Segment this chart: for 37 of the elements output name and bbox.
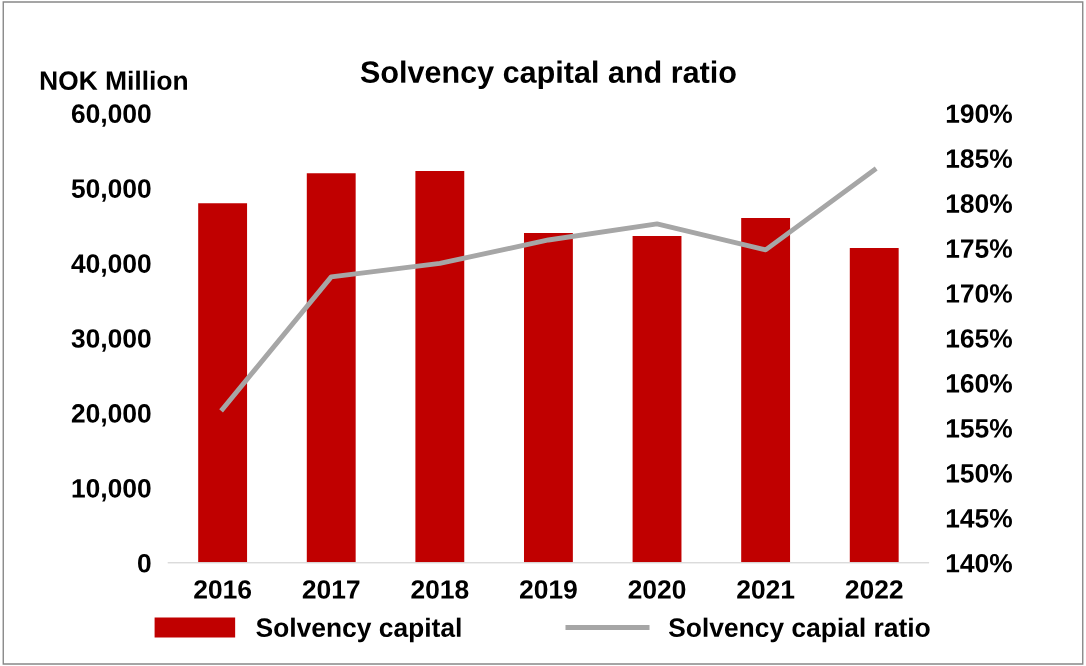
y2-tick-label: 140% (946, 553, 1012, 573)
y-tick-label: 10,000 (72, 478, 151, 502)
x-tick-label: 2016 (194, 580, 252, 599)
y2-tick-label: 190% (946, 104, 1012, 124)
y-tick-label: 30,000 (71, 329, 151, 352)
y-tick-label: 20,000 (71, 404, 151, 427)
bar (632, 236, 682, 563)
y2-tick-label: 165% (946, 329, 1012, 348)
legend-label: Solvency capial ratio (668, 617, 930, 643)
y-tick-label: 60,000 (71, 104, 151, 127)
bar (306, 173, 356, 563)
y-tick-label: 50,000 (71, 179, 151, 202)
y2-tick-label: 145% (946, 509, 1012, 528)
x-tick-label: 2020 (628, 580, 686, 599)
y-axis-title: NOK Million (40, 70, 187, 91)
x-tick-label: 2017 (302, 580, 360, 599)
y2-tick-label: 170% (946, 284, 1012, 303)
bar (524, 233, 573, 563)
legend-label: Solvency capital (256, 617, 461, 643)
bar (849, 248, 899, 563)
y2-tick-label: 175% (946, 239, 1012, 258)
x-tick-label: 2022 (845, 580, 903, 599)
y2-tick-label: 185% (946, 149, 1012, 168)
chart-title: Solvency capital and ratio (360, 60, 736, 89)
y2-tick-label: 160% (946, 374, 1012, 393)
line-series (220, 167, 877, 412)
bar (741, 218, 791, 563)
y-tick-label: 40,000 (71, 254, 151, 277)
x-tick-label: 2018 (411, 580, 469, 599)
x-tick-label: 2019 (520, 580, 577, 599)
x-tick-label: 2021 (737, 580, 795, 599)
y2-tick-label: 180% (946, 194, 1012, 213)
bar (198, 203, 248, 563)
y2-tick-label: 150% (946, 463, 1012, 483)
y2-tick-label: 155% (946, 419, 1012, 438)
y-tick-label: 0 (138, 553, 151, 573)
bar (415, 170, 465, 563)
